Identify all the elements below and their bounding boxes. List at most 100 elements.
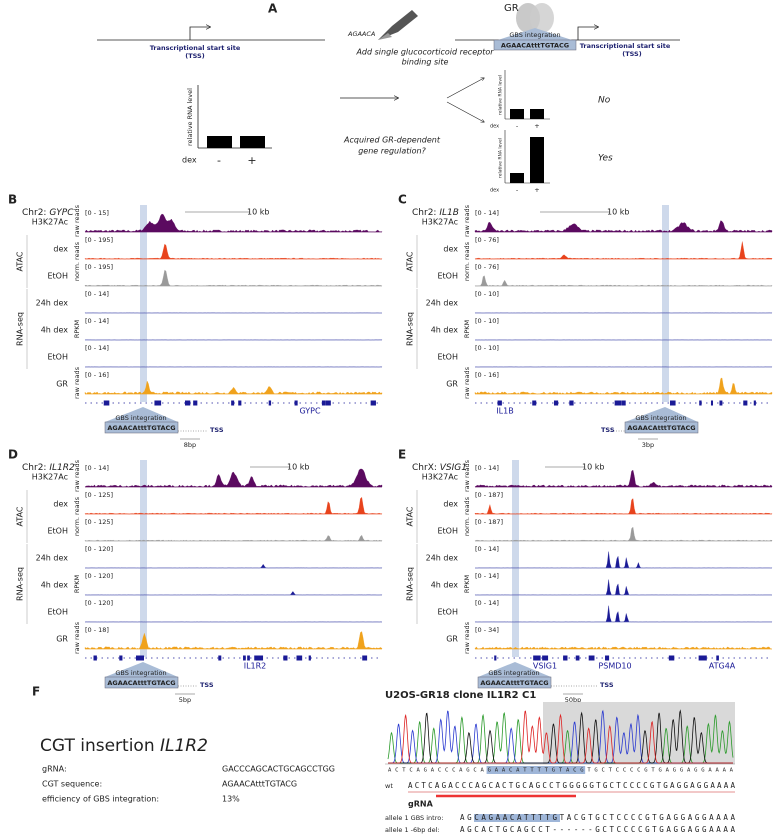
scale-label: 10 kb	[607, 208, 629, 217]
unit-label: raw reads	[73, 366, 81, 399]
exon	[296, 655, 303, 661]
gbs-seq: AGAACAtttTGTACG	[480, 679, 548, 687]
step-text: Add single glucocorticoid receptor	[355, 48, 494, 57]
f-row-value: GACCCAGCACTGCAGCCTGG	[222, 765, 335, 774]
cond-label: -	[516, 186, 519, 194]
gene-label: VSIG1	[533, 662, 557, 671]
track-range: [0 - 18]	[85, 626, 109, 634]
exon	[321, 400, 326, 406]
group-label: ATAC	[16, 506, 25, 526]
track-range: [0 - 16]	[475, 371, 499, 379]
exon	[698, 655, 703, 661]
gbs-triangle	[478, 662, 551, 677]
unit-label: raw reads	[463, 204, 471, 237]
schematic-bar	[207, 136, 232, 148]
schematic-bar	[240, 136, 265, 148]
track-range: [0 - 120]	[85, 572, 113, 580]
signal	[84, 243, 383, 260]
gene-label: PSMD10	[598, 662, 631, 671]
exon	[494, 655, 497, 661]
tss-label: (TSS)	[185, 52, 204, 60]
track-name: EtOH	[437, 608, 458, 617]
trace-highlight	[486, 766, 586, 774]
track-range: [0 - 76]	[475, 236, 499, 244]
track-name: EtOH	[47, 272, 68, 281]
tss-label: Transcriptional start site	[580, 42, 671, 50]
gbs-seq: AGAACAtttTGTACG	[107, 679, 175, 687]
track-name: dex	[443, 245, 458, 254]
dex-label: dex	[490, 188, 499, 194]
chrom: Chr2:	[22, 208, 46, 218]
track-name: dex	[53, 245, 68, 254]
exon	[325, 400, 331, 406]
allele-label: allele 1 -6bp del:	[385, 826, 440, 834]
gene-label: IL1R2	[244, 662, 267, 671]
track-panels: B Chr2: GYPC 10 kb H3K27Ac [0 - 15] dex [0 - 1…	[8, 193, 773, 704]
track-name: 4h dex	[41, 326, 69, 335]
signal	[84, 468, 383, 488]
gbs-triangle	[498, 28, 572, 40]
signal	[474, 579, 773, 596]
allele-label: allele 1 GBS intro:	[385, 814, 443, 822]
pen-icon	[378, 10, 418, 40]
track-range: [0 - 14]	[85, 464, 109, 472]
track-range: [0 - 120]	[85, 599, 113, 607]
tss-label: Transcriptional start site	[150, 44, 241, 52]
track-range: [0 - 14]	[85, 344, 109, 352]
exon	[156, 400, 162, 406]
unit-label: norm. reads	[463, 496, 471, 536]
panel-label: C	[398, 193, 407, 207]
unit-label: norm. reads	[463, 241, 471, 281]
track-range: [0 - 16]	[85, 371, 109, 379]
track-range: [0 - 14]	[475, 545, 499, 553]
panel-label: E	[398, 448, 406, 462]
exon	[701, 655, 707, 661]
signal	[474, 275, 773, 287]
grna-label: gRNA	[408, 800, 434, 809]
tss-label: (TSS)	[622, 50, 641, 58]
f-row-label: CGT sequence:	[42, 780, 102, 789]
signal	[474, 377, 773, 395]
track-name: EtOH	[47, 608, 68, 617]
exon	[555, 400, 559, 406]
exon	[605, 655, 610, 661]
tss-label: TSS	[210, 426, 224, 434]
tss-arrow	[189, 27, 210, 40]
f-row-label: efficiency of GBS integration:	[42, 795, 159, 804]
f-row-value: AGAACAtttTGTACG	[222, 780, 297, 789]
gbs-box	[104, 676, 179, 689]
allele-seq: AGCAGAACATTTTGTACGTGCTCCCCGTGAGGAGGAAAA	[460, 813, 735, 822]
panel-label: B	[8, 193, 17, 207]
unit-label: raw reads	[73, 459, 81, 492]
track-name: EtOH	[47, 527, 68, 536]
dex-label: dex	[182, 156, 197, 165]
exon	[362, 655, 367, 661]
exon	[533, 655, 538, 661]
track-name: EtOH	[437, 353, 458, 362]
track-name: EtOH	[437, 272, 458, 281]
cond-label: +	[534, 186, 539, 194]
wt-seq: ACTCAGACCCAGCACTGCAGCCTGGGGGTGCTCCCCGTGA…	[408, 781, 735, 790]
track-name: 24h dex	[36, 554, 69, 563]
arrow	[446, 78, 484, 99]
exon	[668, 655, 675, 661]
track-name: 24h dex	[426, 554, 459, 563]
f-row-label: gRNA:	[42, 765, 67, 774]
gbs-box	[477, 676, 552, 689]
unit-label: RPKM	[463, 575, 471, 593]
unit-label: raw reads	[73, 204, 81, 237]
signal	[84, 496, 383, 515]
signal	[84, 534, 383, 542]
track-name: 24h dex	[426, 299, 459, 308]
tss-label: TSS	[600, 681, 614, 689]
bp-scale: 50bp	[565, 696, 582, 704]
track-range: [0 - 14]	[475, 464, 499, 472]
signal	[84, 631, 383, 650]
exon	[575, 655, 580, 661]
gbs-triangle	[625, 407, 698, 422]
group-label: ATAC	[16, 251, 25, 271]
gbs-seq: AGAACAtttTGTACG	[501, 42, 569, 50]
exon	[535, 655, 541, 661]
gbs-triangle	[105, 662, 178, 677]
track-range: [0 - 14]	[475, 209, 499, 217]
